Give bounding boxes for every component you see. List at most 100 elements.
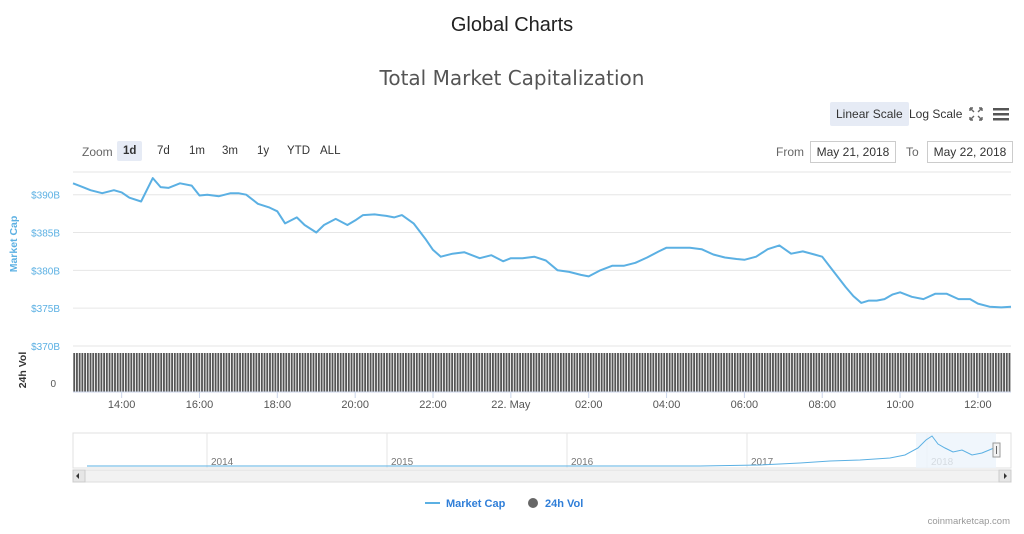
volume-bar <box>986 353 989 392</box>
volume-bar <box>799 353 802 392</box>
volume-bar <box>201 353 203 392</box>
volume-bar <box>184 353 187 392</box>
volume-bar <box>546 353 549 392</box>
from-date-input[interactable]: May 21, 2018 <box>810 141 896 163</box>
volume-bar <box>426 353 429 392</box>
volume-bar <box>992 353 995 392</box>
zoom-button-ytd[interactable]: YTD <box>287 145 310 157</box>
volume-bar <box>282 353 285 392</box>
volume-bar <box>535 353 538 392</box>
volume-bar <box>891 353 894 392</box>
volume-bar <box>826 353 829 392</box>
volume-bar <box>894 353 897 392</box>
volume-bar <box>622 353 625 392</box>
zoom-button-3m[interactable]: 3m <box>222 145 238 157</box>
volume-bar <box>878 353 880 392</box>
zoom-label: Zoom <box>82 145 113 159</box>
volume-bar <box>133 353 135 392</box>
volume-bar <box>141 353 144 392</box>
volume-bar <box>848 353 850 392</box>
volume-bar <box>135 353 138 392</box>
zoom-button-7d[interactable]: 7d <box>157 145 170 157</box>
volume-bar <box>557 353 560 392</box>
volume-bar <box>592 353 595 392</box>
volume-bar <box>288 353 290 392</box>
log-scale-button[interactable]: Log Scale <box>909 107 963 121</box>
volume-bar <box>1005 353 1008 392</box>
fullscreen-icon[interactable] <box>968 106 984 122</box>
zoom-button-1m[interactable]: 1m <box>189 145 205 157</box>
volume-bar <box>842 353 845 392</box>
volume-bar <box>114 353 116 392</box>
volume-bar <box>644 353 647 392</box>
volume-bar <box>723 353 725 392</box>
volume-bar <box>720 353 723 392</box>
volume-bar <box>464 353 467 392</box>
volume-bar <box>777 353 780 392</box>
legend-volume-label[interactable]: 24h Vol <box>545 498 583 510</box>
x-tick-label: 10:00 <box>886 399 914 411</box>
volume-bar <box>279 353 282 392</box>
scrollbar-track[interactable] <box>72 469 1012 483</box>
to-date-input[interactable]: May 22, 2018 <box>927 141 1013 163</box>
volume-bar <box>198 353 201 392</box>
volume-bar <box>494 353 497 392</box>
legend-market-cap-label[interactable]: Market Cap <box>446 498 506 510</box>
volume-bar <box>122 353 125 392</box>
credit-link[interactable]: coinmarketcap.com <box>927 516 1010 527</box>
volume-bar <box>116 353 119 392</box>
volume-axis-title: 24h Vol <box>17 352 29 389</box>
volume-bar <box>97 353 100 392</box>
volume-bar <box>334 353 337 392</box>
volume-bar <box>448 353 451 392</box>
volume-bar <box>475 353 478 392</box>
volume-bar <box>405 353 407 392</box>
volume-bar <box>840 353 842 392</box>
volume-bar <box>603 353 606 392</box>
volume-bar <box>521 353 524 392</box>
volume-bar <box>315 353 318 392</box>
volume-bar <box>543 353 546 392</box>
linear-scale-button[interactable]: Linear Scale <box>830 102 909 126</box>
volume-bar <box>886 353 889 392</box>
volume-bar <box>861 353 864 392</box>
y-axis-title: Market Cap <box>8 216 20 273</box>
zoom-button-1y[interactable]: 1y <box>257 145 270 157</box>
volume-bar <box>769 353 772 392</box>
zoom-button-all[interactable]: ALL <box>320 145 341 157</box>
volume-bar <box>459 353 462 392</box>
volume-bar <box>130 353 133 392</box>
volume-bar <box>679 353 682 392</box>
volume-bar <box>611 353 614 392</box>
volume-bar <box>296 353 299 392</box>
volume-bar <box>105 353 108 392</box>
volume-bar <box>562 353 565 392</box>
zoom-button-1d[interactable]: 1d <box>117 141 143 161</box>
volume-bar <box>290 353 293 392</box>
volume-bar <box>633 353 636 392</box>
volume-bar <box>698 353 701 392</box>
volume-bar <box>456 353 459 392</box>
volume-bar <box>307 353 309 392</box>
volume-bar <box>927 353 929 392</box>
volume-bar <box>171 353 173 392</box>
volume-bar <box>187 353 190 392</box>
volume-bar <box>630 353 633 392</box>
volume-bar <box>399 353 402 392</box>
volume-bar <box>869 353 872 392</box>
volume-bar <box>932 353 935 392</box>
volume-bar <box>478 353 481 392</box>
volume-bar <box>497 353 500 392</box>
volume-bar <box>978 353 981 392</box>
volume-bar <box>157 353 160 392</box>
volume-bar <box>967 353 970 392</box>
volume-bar <box>73 353 76 392</box>
volume-bar <box>369 353 372 392</box>
hamburger-menu-icon[interactable] <box>992 106 1010 122</box>
volume-bar <box>704 353 706 392</box>
volume-bar <box>222 353 225 392</box>
volume-bar <box>549 353 551 392</box>
volume-bar <box>581 353 584 392</box>
volume-bar <box>453 353 456 392</box>
volume-bar <box>750 353 753 392</box>
